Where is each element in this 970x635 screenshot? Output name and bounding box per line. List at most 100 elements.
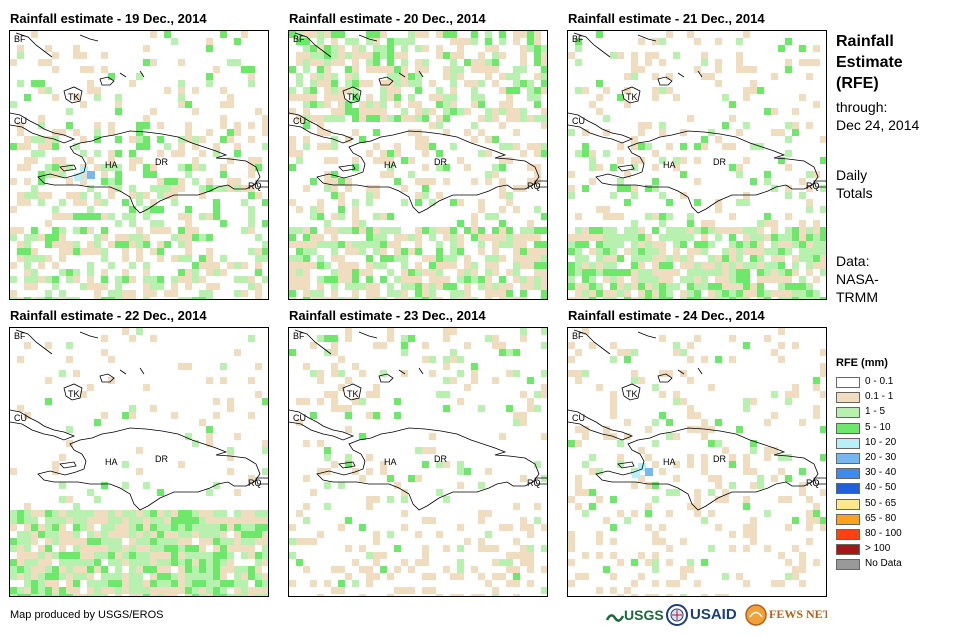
- rainfall-cell: [659, 538, 666, 545]
- rainfall-cell: [520, 150, 527, 157]
- rainfall-cell: [429, 94, 436, 101]
- rainfall-cell: [359, 52, 366, 59]
- rainfall-cell: [652, 552, 659, 559]
- rainfall-cell: [436, 255, 443, 262]
- rainfall-cell: [122, 587, 129, 594]
- rainfall-cell: [143, 510, 150, 517]
- rainfall-cell: [603, 262, 610, 269]
- rainfall-cell: [73, 580, 80, 587]
- rainfall-cell: [464, 38, 471, 45]
- rainfall-cell: [785, 234, 792, 241]
- rainfall-cell: [743, 31, 750, 38]
- rainfall-cell: [806, 234, 813, 241]
- legend-swatch: [836, 513, 860, 525]
- rainfall-cell: [129, 335, 136, 342]
- rainfall-cell: [387, 227, 394, 234]
- rainfall-cell: [227, 94, 234, 101]
- rainfall-cell: [220, 545, 227, 552]
- rainfall-cell: [589, 164, 596, 171]
- rainfall-cell: [813, 262, 820, 269]
- rainfall-cell: [31, 150, 38, 157]
- rainfall-cell: [610, 262, 617, 269]
- rainfall-cell: [750, 447, 757, 454]
- rainfall-cell: [757, 482, 764, 489]
- rainfall-cell: [778, 580, 785, 587]
- rainfall-cell: [722, 489, 729, 496]
- rainfall-cell: [17, 45, 24, 52]
- rainfall-cell: [38, 524, 45, 531]
- tk-label: TK: [68, 92, 80, 102]
- rainfall-cell: [310, 31, 317, 38]
- rainfall-cell: [122, 517, 129, 524]
- rainfall-cell: [506, 234, 513, 241]
- rainfall-cell: [513, 234, 520, 241]
- rainfall-cell: [820, 248, 826, 255]
- rainfall-cell: [603, 234, 610, 241]
- rainfall-cell: [345, 328, 352, 335]
- rainfall-cell: [387, 213, 394, 220]
- rainfall-cell: [450, 59, 457, 66]
- rainfall-cell: [457, 199, 464, 206]
- rainfall-cell: [171, 276, 178, 283]
- rainfall-cell: [220, 269, 227, 276]
- rainfall-cell: [464, 283, 471, 290]
- rainfall-cell: [799, 241, 806, 248]
- rainfall-cell: [262, 587, 268, 594]
- rainfall-cell: [610, 297, 617, 299]
- rainfall-cell: [52, 94, 59, 101]
- rainfall-cell: [457, 559, 464, 566]
- rainfall-cell: [743, 276, 750, 283]
- rainfall-cell: [80, 566, 87, 573]
- rainfall-cell: [701, 297, 708, 299]
- rainfall-cell: [513, 73, 520, 80]
- rainfall-cell: [603, 129, 610, 136]
- rainfall-cell: [652, 185, 659, 192]
- rainfall-cell: [80, 227, 87, 234]
- rainfall-cell: [443, 101, 450, 108]
- rainfall-cell: [694, 580, 701, 587]
- rainfall-cell: [638, 262, 645, 269]
- rainfall-cell: [136, 573, 143, 580]
- rainfall-cell: [101, 580, 108, 587]
- rainfall-cell: [736, 283, 743, 290]
- rainfall-cell: [345, 101, 352, 108]
- fews-net-logo-graphic: FEWS NET: [745, 604, 827, 626]
- rainfall-cell: [520, 227, 527, 234]
- rainfall-cell: [666, 227, 673, 234]
- rainfall-cell: [192, 566, 199, 573]
- rainfall-cell: [527, 220, 534, 227]
- rainfall-cell: [457, 370, 464, 377]
- footer-credit: Map produced by USGS/EROS: [10, 609, 164, 621]
- rainfall-cell: [596, 531, 603, 538]
- rainfall-cell: [87, 227, 94, 234]
- rainfall-cell: [464, 59, 471, 66]
- rainfall-cell: [59, 482, 66, 489]
- rainfall-cell: [541, 545, 547, 552]
- rainfall-cell: [610, 164, 617, 171]
- rainfall-cell: [394, 66, 401, 73]
- rainfall-cell: [764, 454, 771, 461]
- rainfall-cell: [136, 545, 143, 552]
- rainfall-cell: [394, 241, 401, 248]
- rainfall-cell: [492, 59, 499, 66]
- rainfall-cell: [527, 31, 534, 38]
- dr-label: DR: [713, 157, 726, 167]
- rainfall-cell: [213, 283, 220, 290]
- rainfall-cell: [338, 405, 345, 412]
- rainfall-cell: [694, 426, 701, 433]
- rainfall-cell: [108, 213, 115, 220]
- rainfall-cell: [150, 164, 157, 171]
- rainfall-cell: [457, 468, 464, 475]
- rainfall-cell: [73, 269, 80, 276]
- rainfall-cell: [317, 206, 324, 213]
- rainfall-cell: [262, 276, 268, 283]
- rainfall-cell: [638, 377, 645, 384]
- rainfall-cell: [248, 66, 255, 73]
- rainfall-cell: [317, 38, 324, 45]
- rainfall-cell: [143, 594, 150, 596]
- rainfall-cell: [227, 552, 234, 559]
- rainfall-cell: [596, 248, 603, 255]
- rainfall-cell: [708, 489, 715, 496]
- rainfall-cell: [736, 276, 743, 283]
- rainfall-cell: [262, 524, 268, 531]
